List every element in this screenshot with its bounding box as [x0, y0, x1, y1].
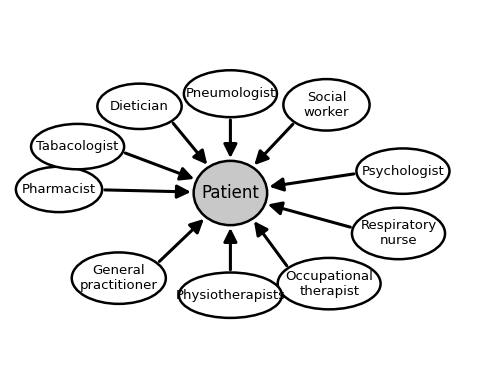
Text: Occupational
therapist: Occupational therapist — [285, 269, 373, 298]
Ellipse shape — [72, 252, 166, 304]
Ellipse shape — [284, 79, 370, 130]
Ellipse shape — [31, 124, 124, 169]
Ellipse shape — [179, 273, 282, 318]
Text: General
practitioner: General practitioner — [80, 264, 158, 292]
Text: Psychologist: Psychologist — [362, 165, 444, 178]
Ellipse shape — [16, 167, 102, 212]
Ellipse shape — [194, 161, 267, 225]
Text: Patient: Patient — [202, 184, 260, 202]
Ellipse shape — [184, 70, 277, 117]
Text: Pharmacist: Pharmacist — [22, 183, 96, 196]
Ellipse shape — [98, 84, 182, 129]
Ellipse shape — [352, 208, 445, 259]
Text: Dietician: Dietician — [110, 100, 169, 113]
Ellipse shape — [278, 258, 380, 309]
Ellipse shape — [356, 149, 450, 194]
Text: Tabacologist: Tabacologist — [36, 140, 119, 153]
Text: Pneumologist: Pneumologist — [186, 87, 276, 100]
Text: Respiratory
nurse: Respiratory nurse — [360, 220, 436, 247]
Text: Social
worker: Social worker — [304, 91, 349, 119]
Text: Physiotherapists: Physiotherapists — [176, 289, 286, 302]
